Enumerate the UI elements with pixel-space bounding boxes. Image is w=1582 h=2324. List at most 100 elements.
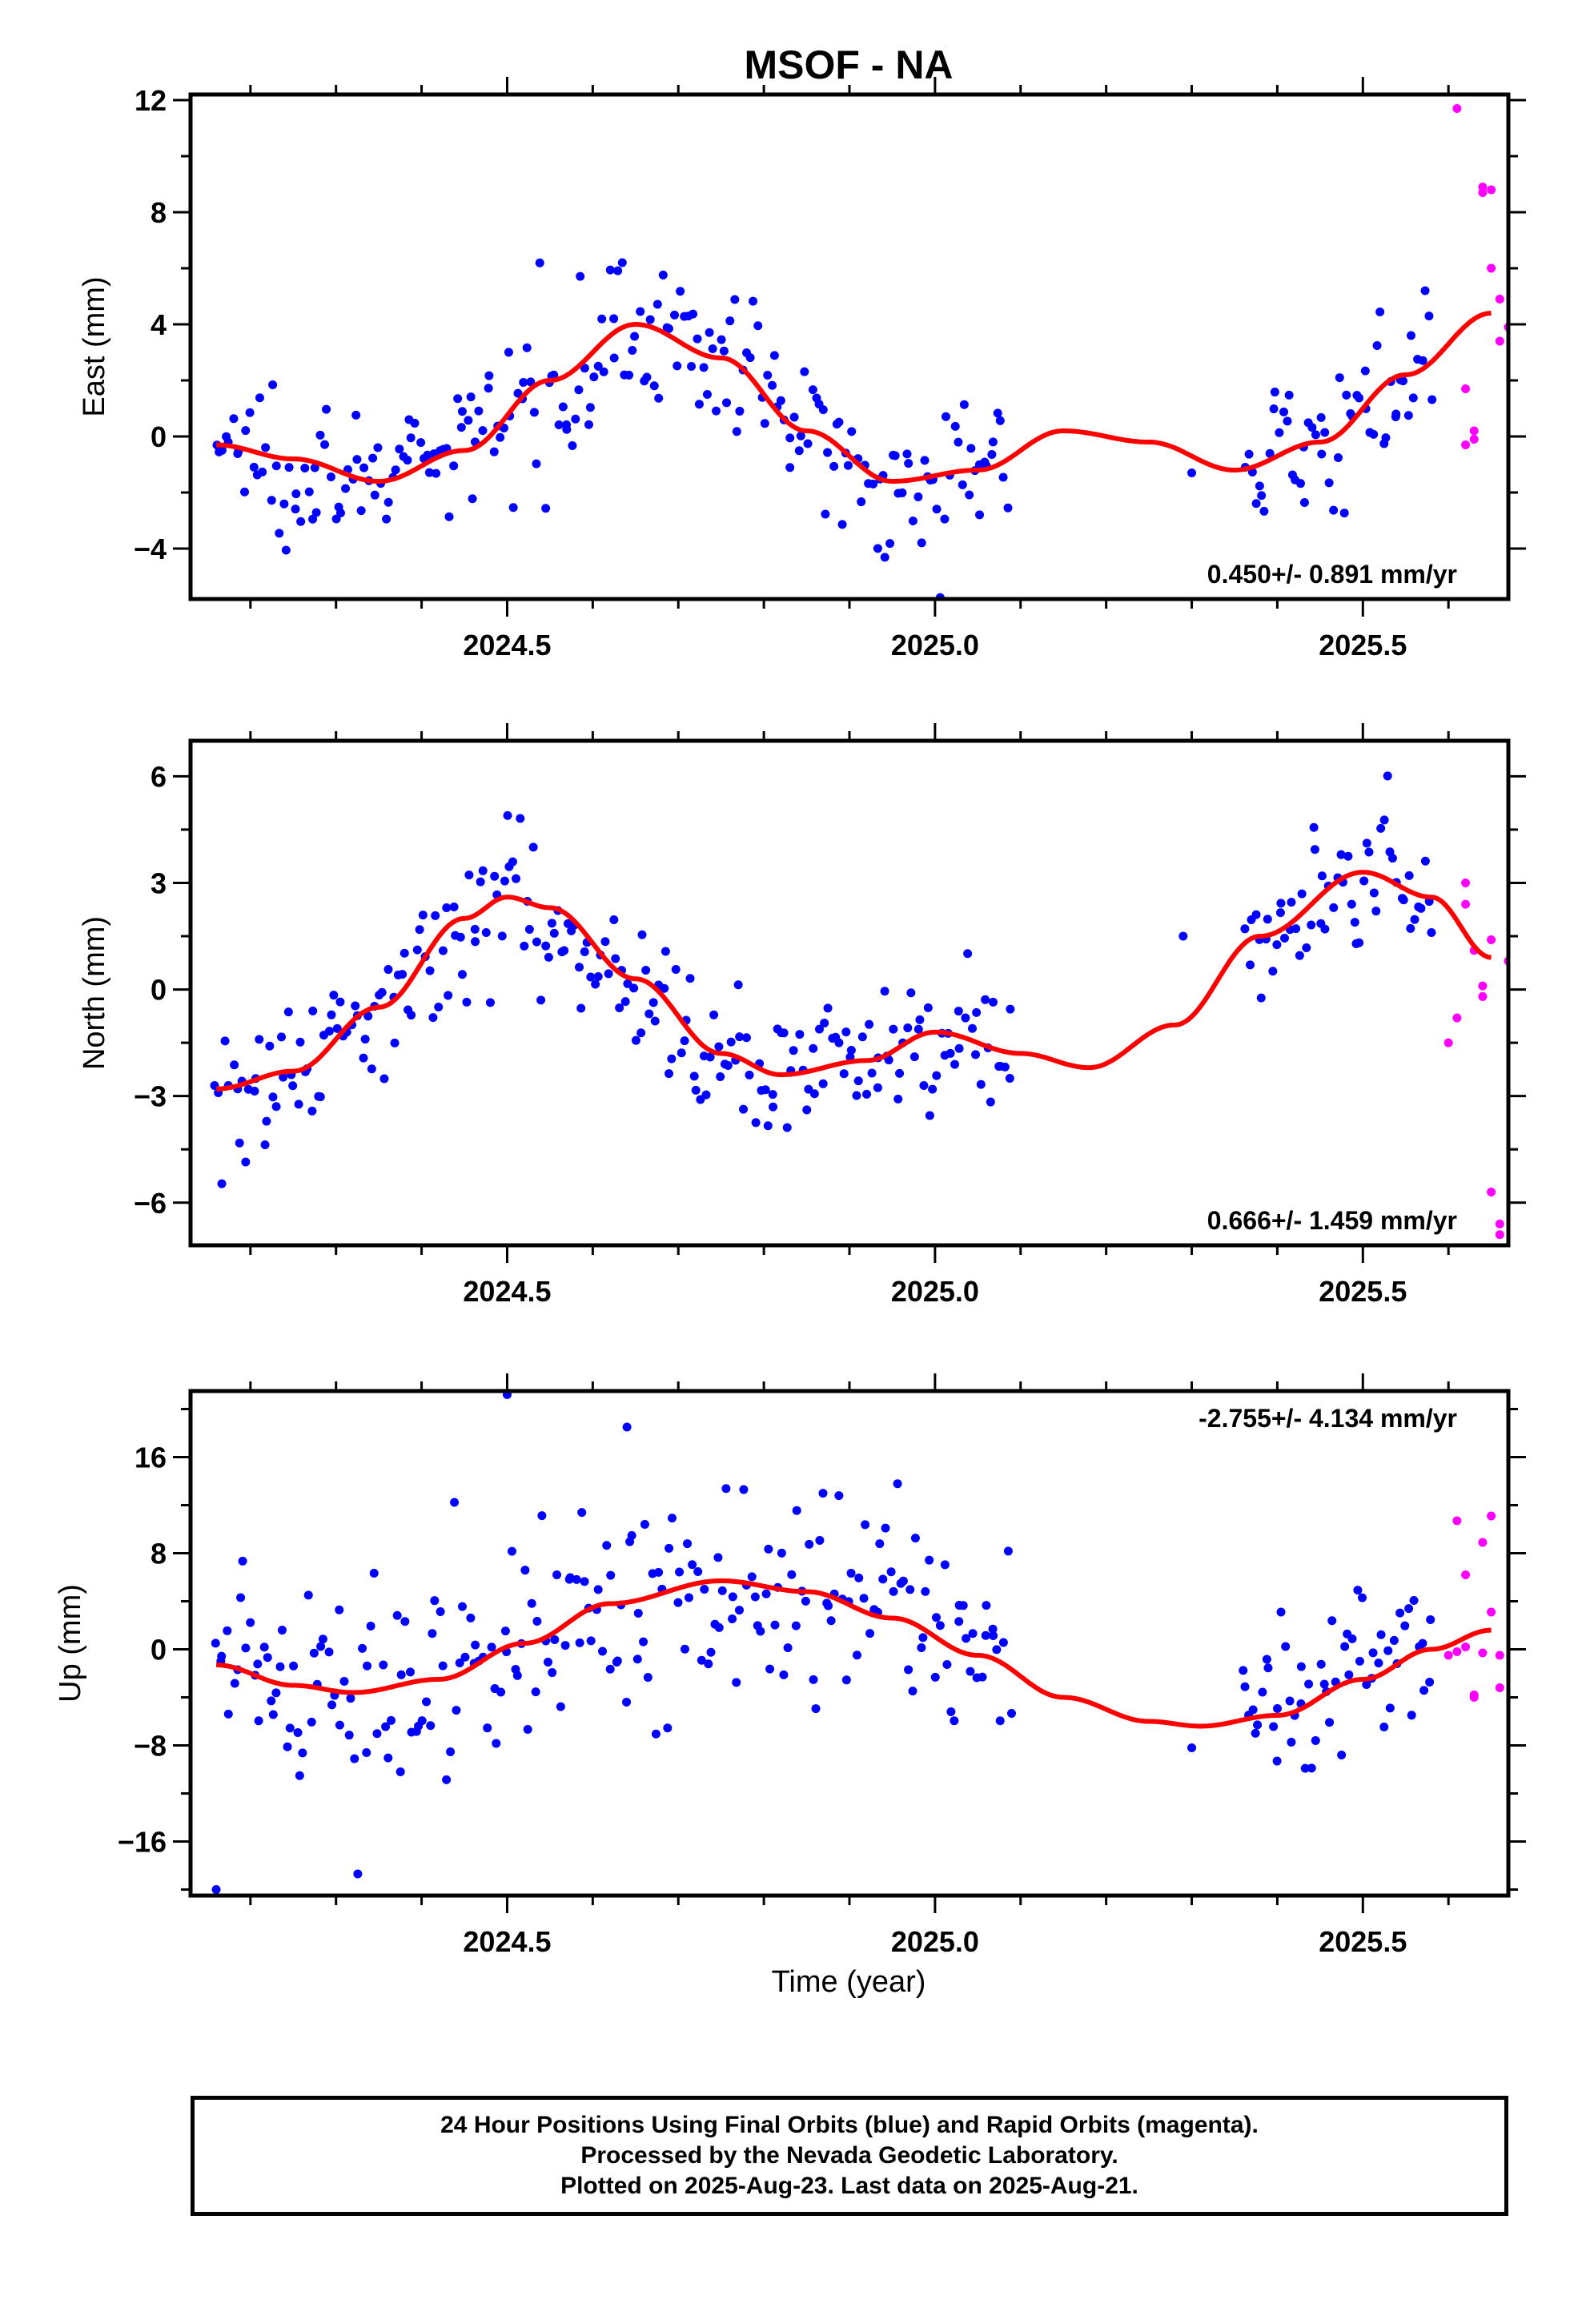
final-point — [315, 1092, 325, 1102]
final-point — [217, 1179, 227, 1188]
final-point — [464, 870, 474, 880]
final-point — [235, 1138, 244, 1148]
final-point — [390, 1038, 400, 1047]
final-point — [1005, 1073, 1014, 1083]
final-point — [383, 1753, 393, 1763]
final-point — [1287, 898, 1296, 907]
rapid-point — [1461, 899, 1471, 909]
final-point — [802, 1105, 812, 1115]
final-point — [249, 462, 259, 472]
final-point — [913, 1024, 923, 1034]
final-point — [605, 1664, 615, 1674]
final-point — [644, 1009, 654, 1019]
final-point — [673, 361, 682, 371]
final-point — [719, 346, 729, 356]
final-point — [749, 296, 758, 306]
final-point — [992, 1645, 1002, 1655]
final-point — [552, 1570, 562, 1579]
final-point — [627, 1530, 636, 1540]
final-point — [925, 1555, 934, 1565]
final-point — [598, 1647, 608, 1656]
final-point — [1379, 1723, 1389, 1732]
final-point — [1317, 449, 1327, 459]
final-point — [1400, 1621, 1410, 1630]
final-point — [572, 1574, 581, 1584]
final-point — [217, 445, 227, 455]
final-point — [779, 1670, 789, 1679]
final-point — [1316, 1659, 1326, 1669]
final-point — [532, 1616, 542, 1626]
final-point — [768, 1090, 777, 1100]
final-point — [275, 1662, 285, 1671]
final-point — [356, 506, 366, 516]
final-point — [783, 1643, 793, 1653]
rapid-point — [1478, 991, 1488, 1001]
final-point — [908, 517, 917, 526]
final-point — [631, 1035, 640, 1045]
final-point — [917, 1643, 926, 1653]
final-point — [377, 987, 387, 997]
page-title: MSOF - NA — [744, 42, 953, 87]
final-point — [450, 1498, 460, 1507]
final-point — [1272, 940, 1282, 950]
final-point — [687, 362, 697, 372]
final-point — [867, 1068, 877, 1078]
final-point — [259, 1642, 269, 1652]
final-point — [615, 1003, 624, 1012]
y-tick-label: 6 — [151, 760, 167, 793]
final-point — [1329, 505, 1339, 515]
final-point — [1240, 924, 1250, 934]
y-tick-label: 0 — [151, 1634, 167, 1667]
final-point — [624, 370, 634, 380]
final-point — [741, 1033, 751, 1043]
final-point — [968, 1023, 978, 1033]
final-point — [1320, 924, 1330, 934]
final-point — [966, 444, 976, 453]
final-point — [735, 406, 745, 416]
final-point — [648, 998, 658, 1007]
final-point — [1375, 307, 1385, 316]
final-point — [1296, 1662, 1306, 1671]
up-panel: 2024.5 2025.0 2025.5 −16 −8 0 8 16 Up (mm) -2.755… — [54, 1373, 1526, 1958]
final-point — [580, 364, 589, 373]
final-point — [665, 1069, 674, 1079]
final-point — [1360, 366, 1370, 376]
final-point — [965, 490, 974, 500]
final-point — [329, 991, 339, 1000]
y-tick-label: 0 — [151, 974, 167, 1007]
final-point — [765, 1664, 775, 1674]
final-point — [1381, 433, 1391, 443]
final-point — [586, 1636, 596, 1646]
final-point — [295, 1771, 304, 1780]
final-point — [921, 1586, 930, 1596]
final-point — [339, 1677, 349, 1687]
final-point — [782, 1123, 792, 1132]
final-point — [1279, 407, 1289, 416]
final-point — [905, 1585, 915, 1594]
final-point — [279, 499, 289, 509]
final-point — [460, 1652, 470, 1662]
final-point — [732, 427, 741, 436]
final-point — [395, 444, 404, 454]
final-point — [1337, 1750, 1347, 1759]
final-point — [940, 514, 950, 524]
final-point — [910, 1534, 920, 1543]
final-point — [1178, 931, 1188, 941]
y-tick-label: 0 — [151, 420, 167, 453]
final-point — [730, 295, 740, 304]
final-point — [484, 384, 493, 393]
final-point — [988, 997, 998, 1007]
final-point — [693, 1566, 703, 1576]
final-point — [576, 1003, 586, 1013]
final-point — [432, 468, 441, 478]
final-point — [857, 497, 866, 507]
final-point — [1299, 497, 1309, 507]
final-point — [335, 509, 345, 518]
final-point — [1347, 1634, 1357, 1643]
final-point — [580, 1577, 589, 1586]
final-point — [654, 1567, 664, 1577]
rapid-point — [1461, 440, 1471, 449]
final-point — [492, 1739, 501, 1748]
final-point — [1340, 1642, 1350, 1651]
final-point — [958, 480, 967, 489]
